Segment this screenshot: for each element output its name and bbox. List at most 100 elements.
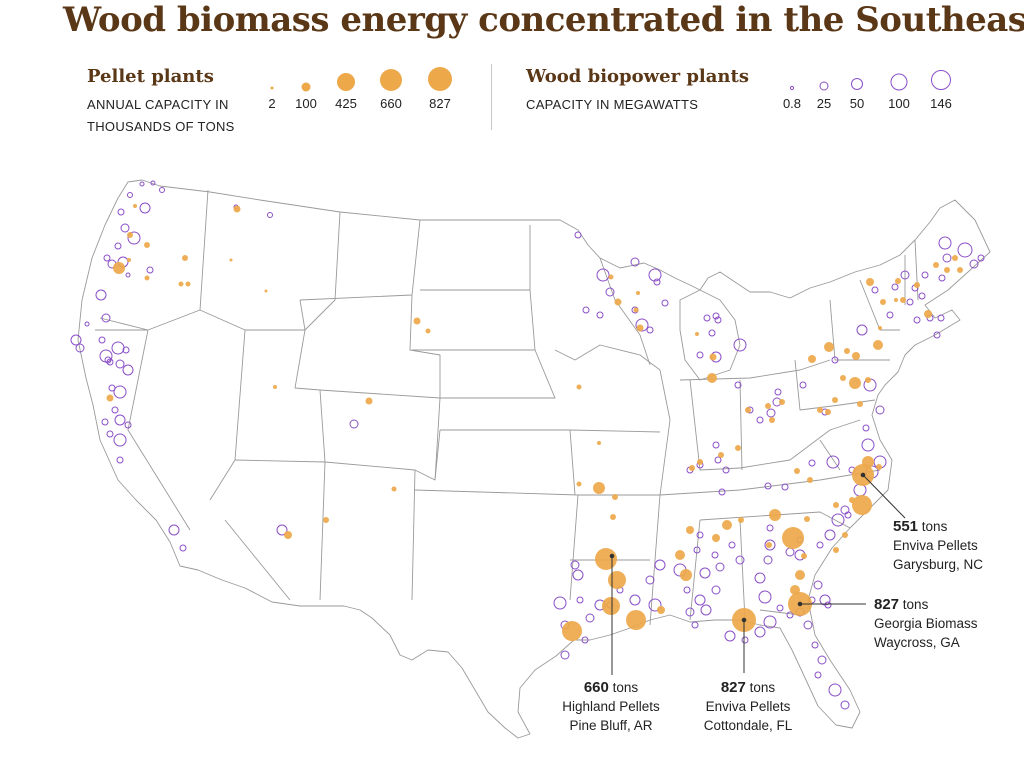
pellet-plant-marker — [610, 514, 616, 520]
biopower-legend-146 — [931, 70, 951, 90]
biopower-legend-0.8 — [789, 85, 795, 91]
biopower-legend-value: 146 — [930, 96, 952, 111]
pellet-plant-marker — [735, 445, 741, 451]
pellet-plant-marker — [595, 548, 617, 570]
pellet-plant-marker — [782, 527, 804, 549]
biopower-plant-marker — [111, 406, 119, 414]
callout-waycross: 827 tons Georgia Biomass Waycross, GA — [874, 596, 978, 650]
biopower-plant-marker — [776, 604, 784, 612]
pellet-plant-marker — [832, 397, 838, 403]
pellet-legend-2 — [270, 86, 274, 90]
biopower-plant-marker — [875, 405, 885, 415]
biopower-plant-marker — [572, 569, 584, 581]
pellet-plant-marker — [106, 394, 114, 402]
pellet-plant-marker — [185, 281, 191, 287]
biopower-plant-marker — [276, 524, 288, 536]
pellet-plant-marker — [804, 516, 810, 522]
pellet-plant-marker — [178, 281, 184, 287]
biopower-plant-marker — [708, 329, 716, 337]
pellet-plant-marker — [862, 456, 874, 468]
biopower-plant-marker — [933, 331, 941, 339]
biopower-plant-marker — [817, 655, 827, 665]
biopower-plant-marker — [861, 438, 875, 452]
biopower-plant-marker — [906, 298, 914, 306]
biopower-plant-marker — [786, 611, 794, 619]
biopower-plants — [70, 180, 985, 710]
biopower-plant-marker — [774, 388, 782, 396]
biopower-plant-marker — [700, 604, 712, 616]
biopower-plant-marker — [179, 544, 187, 552]
pellet-plant-marker — [924, 310, 932, 318]
pellet-legend-value: 100 — [295, 96, 317, 111]
biopower-plant-marker — [711, 551, 719, 559]
biopower-plant-marker — [756, 416, 764, 424]
biopower-plant-marker — [560, 650, 570, 660]
biopower-plant-marker — [574, 231, 582, 239]
pellet-plant-marker — [144, 242, 150, 248]
biopower-plant-marker — [114, 414, 126, 426]
pellet-legend-827 — [428, 67, 452, 91]
callout-garysburg: 551 tons Enviva Pellets Garysburg, NC — [893, 518, 984, 572]
biopower-plant-marker — [267, 212, 273, 218]
pellet-plant-marker — [873, 340, 883, 350]
pellet-plant-marker — [680, 569, 692, 581]
pellet-plant-marker — [878, 326, 882, 330]
biopower-legend-value: 100 — [888, 96, 910, 111]
pellet-plant-marker — [576, 384, 582, 390]
biopower-plant-marker — [722, 466, 730, 474]
biopower-plant-marker — [840, 505, 850, 515]
biopower-plant-marker — [84, 321, 90, 327]
pellet-plant-marker — [952, 255, 958, 261]
pellet-plant-marker — [944, 267, 950, 273]
biopower-legend-100 — [890, 73, 908, 91]
pellet-legend-value: 2 — [268, 96, 276, 111]
pellet-plant-marker — [365, 397, 373, 405]
pellet-plant-marker — [113, 262, 125, 274]
pellet-plant-marker — [876, 464, 882, 470]
pellet-plant-marker — [894, 298, 898, 302]
biopower-plant-marker — [785, 547, 795, 557]
pellet-plant-marker — [273, 385, 277, 389]
biopower-plant-marker — [733, 338, 747, 352]
biopower-plant-marker — [938, 274, 946, 282]
pellet-plant-marker — [264, 289, 268, 293]
pellet-plant-marker — [425, 328, 431, 334]
biopower-plant-marker — [764, 482, 772, 490]
pellet-plant-marker — [807, 477, 813, 483]
biopower-plant-marker — [654, 559, 666, 571]
biopower-plant-marker — [596, 311, 604, 319]
biopower-plant-marker — [106, 358, 114, 366]
biopower-plant-marker — [122, 364, 134, 376]
biopower-plant-marker — [146, 266, 154, 274]
pellet-plant-marker — [895, 278, 901, 284]
pellet-plant-marker — [697, 459, 703, 465]
biopower-plant-marker — [712, 312, 720, 320]
pellet-plant-marker — [833, 502, 839, 508]
biopower-plant-marker — [596, 268, 610, 282]
biopower-plant-marker — [553, 596, 567, 610]
pellet-plant-marker — [593, 482, 605, 494]
biopower-plant-marker — [766, 524, 774, 532]
biopower-plant-marker — [349, 419, 359, 429]
biopower-plant-marker — [122, 346, 130, 354]
biopower-plant-marker — [913, 316, 921, 324]
pellet-plant-marker — [127, 232, 133, 238]
biopower-plant-marker — [921, 271, 929, 279]
biopower-plant-marker — [824, 529, 836, 541]
biopower-legend-title: Wood biopower plants — [526, 66, 749, 87]
biopower-plant-marker — [116, 456, 124, 464]
pellet-plant-marker — [745, 407, 751, 413]
pellet-plant-marker — [817, 407, 823, 413]
pellet-legend-value: 827 — [429, 96, 451, 111]
biopower-plant-marker — [714, 456, 722, 464]
pellet-plant-marker — [284, 531, 292, 539]
pellet-legend-660 — [380, 69, 402, 91]
biopower-plant-marker — [139, 202, 151, 214]
pellet-plant-marker — [824, 342, 834, 352]
biopower-legend-25 — [819, 81, 829, 91]
biopower-plant-marker — [120, 223, 130, 233]
biopower-plant-marker — [703, 314, 711, 322]
biopower-plant-marker — [127, 192, 133, 198]
biopower-plant-marker — [763, 615, 777, 629]
biopower-plant-marker — [696, 351, 704, 359]
